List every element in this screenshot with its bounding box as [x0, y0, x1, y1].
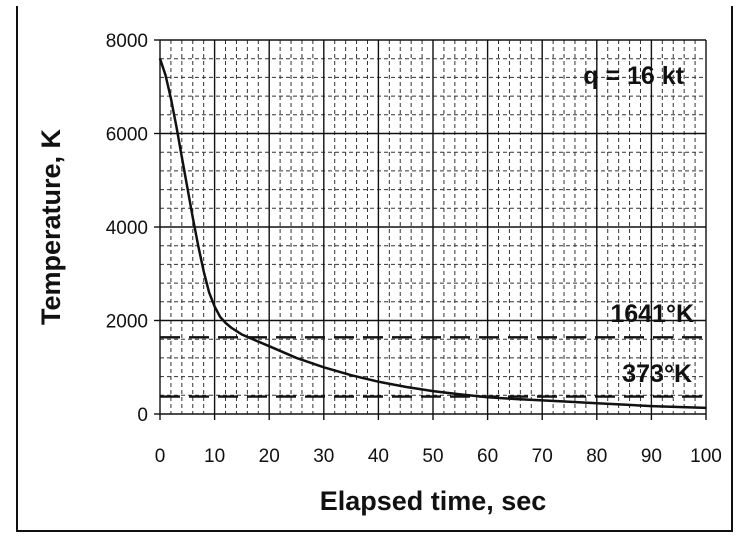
y-tick-label: 2000 [106, 312, 148, 333]
data-point [459, 393, 462, 396]
data-point [164, 74, 167, 76]
data-point [377, 380, 380, 383]
data-point [208, 291, 211, 294]
data-point [213, 305, 216, 308]
data-point [486, 396, 489, 399]
data-point [186, 186, 189, 189]
y-tick-label: 4000 [106, 218, 148, 239]
x-tick-label: 30 [313, 446, 334, 467]
data-point [541, 399, 544, 402]
data-point [705, 407, 707, 409]
x-axis-title: Elapsed time, sec [320, 486, 547, 516]
data-point [623, 403, 625, 406]
data-point [514, 398, 516, 400]
data-point [677, 406, 680, 408]
data-point [350, 374, 352, 377]
data-point [197, 244, 200, 247]
data-point [224, 321, 227, 324]
x-tick-label: 60 [477, 446, 498, 467]
x-tick-labels: 0 10 20 30 40 50 60 70 80 90 100 [155, 446, 722, 467]
annotation-373: 373°K [622, 360, 692, 388]
data-point [202, 270, 205, 273]
x-tick-label: 70 [532, 446, 553, 467]
x-tick-label: 90 [641, 446, 662, 467]
y-tick-label: 8000 [106, 31, 148, 52]
data-point [241, 333, 243, 336]
data-point [251, 338, 254, 341]
data-point [230, 326, 232, 329]
x-tick-label: 50 [422, 446, 443, 467]
x-tick-label: 100 [690, 446, 722, 467]
x-tick-label: 80 [586, 446, 607, 467]
data-point [219, 315, 221, 318]
x-tick-label: 0 [155, 446, 166, 467]
data-point [432, 390, 434, 392]
data-point [268, 345, 271, 348]
major-grid [154, 39, 707, 420]
annotation-q: q = 16 kt [583, 62, 684, 90]
x-tick-label: 20 [259, 446, 280, 467]
x-tick-label: 10 [204, 446, 225, 467]
y-tick-label: 6000 [106, 125, 148, 146]
x-tick-label: 40 [368, 446, 389, 467]
data-point [568, 400, 571, 403]
chart-frame [16, 6, 733, 532]
data-point [650, 405, 653, 407]
data-point [180, 155, 183, 158]
data-point [404, 385, 407, 388]
data-point [191, 216, 194, 219]
data-point [159, 57, 161, 60]
y-axis-title: Temperature, K [36, 128, 66, 325]
data-point [295, 357, 298, 359]
data-point-markers [159, 57, 707, 409]
y-tick-labels: 0 2000 4000 6000 8000 [106, 31, 148, 426]
data-point [322, 366, 325, 369]
data-point [175, 125, 178, 128]
data-point [170, 97, 172, 100]
y-tick-label: 0 [137, 405, 148, 426]
annotation-1641: 1641°K [610, 300, 694, 328]
data-point [595, 402, 598, 405]
